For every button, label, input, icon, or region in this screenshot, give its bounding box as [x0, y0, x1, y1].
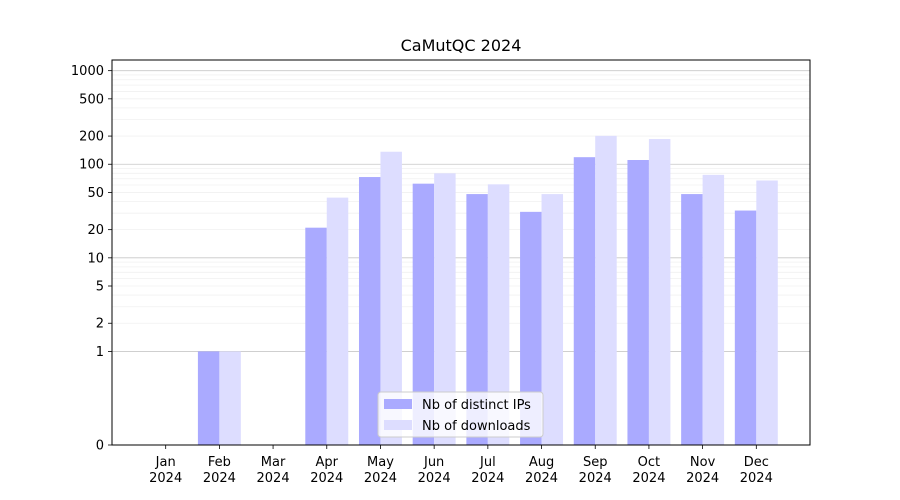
y-tick-label: 100: [79, 158, 104, 173]
bar-downloads: [219, 351, 241, 445]
y-tick-label: 10: [87, 251, 104, 266]
x-tick-label: Aug: [529, 455, 554, 470]
x-tick-label: 2024: [310, 471, 343, 486]
legend-box: [377, 391, 544, 438]
x-tick-label: 2024: [740, 471, 773, 486]
bar-ips: [681, 194, 703, 445]
y-tick-label: 1000: [71, 64, 104, 79]
bars: [197, 135, 778, 446]
bar-ips: [466, 194, 488, 445]
plot-frame: [111, 59, 811, 446]
bar-ips: [627, 160, 649, 445]
x-tick-label: 2024: [525, 471, 558, 486]
bar-ips: [197, 351, 220, 445]
y-tick-label: 1: [96, 345, 104, 360]
x-tick-label: 2024: [686, 471, 719, 486]
bar-ips: [734, 210, 757, 445]
x-tick-label: 2024: [257, 471, 290, 486]
x-tick-label: 2024: [579, 471, 612, 486]
x-tick-label: 2024: [149, 471, 182, 486]
x-tick-label: 2024: [364, 471, 397, 486]
chart-title: CaMutQC 2024: [401, 36, 522, 55]
bar-downloads: [541, 194, 564, 445]
y-tick-label: 0: [96, 439, 104, 454]
x-tick-label: Nov: [690, 455, 716, 470]
x-tick-label: Dec: [744, 455, 769, 470]
bar-downloads: [326, 197, 349, 445]
bar-downloads: [648, 139, 671, 445]
legend-label: Nb of downloads: [422, 419, 531, 434]
bar-downloads: [380, 151, 402, 445]
bar-downloads: [595, 135, 617, 446]
bar-downloads: [434, 173, 456, 445]
x-tick-label: 2024: [471, 471, 504, 486]
y-tick-label: 5: [96, 280, 104, 295]
legend: Nb of distinct IPs Nb of downloads: [377, 391, 544, 438]
x-tick-label: May: [367, 455, 394, 470]
bar-downloads: [702, 174, 725, 445]
y-tick-label: 2: [96, 317, 104, 332]
bar-ips: [358, 177, 381, 446]
x-tick-label: Mar: [261, 455, 286, 470]
x-tick-label: Jul: [479, 455, 496, 470]
x-tick-label: Jun: [423, 455, 444, 470]
bar-ips: [573, 157, 596, 445]
bar-ips: [305, 227, 327, 445]
legend-swatch: [384, 399, 412, 409]
y-tick-label: 200: [79, 130, 104, 145]
x-tick-label: 2024: [203, 471, 236, 486]
legend-swatch: [384, 420, 412, 430]
x-tick-label: Jan: [155, 455, 176, 470]
legend-label: Nb of distinct IPs: [422, 398, 531, 413]
y-tick-label: 500: [79, 92, 104, 107]
bar-ips: [520, 211, 542, 445]
x-tick-label: Feb: [208, 455, 231, 470]
bar-ips: [412, 183, 435, 445]
bar-downloads: [756, 180, 778, 446]
x-tick-label: Oct: [638, 455, 660, 470]
bar-downloads: [487, 184, 510, 445]
x-tick-label: 2024: [632, 471, 665, 486]
x-tick-label: Sep: [583, 455, 608, 470]
y-tick-label: 20: [87, 223, 104, 238]
axes: 01251020501002005001000Jan2024Feb2024Mar…: [71, 59, 811, 486]
y-tick-label: 50: [87, 186, 104, 201]
x-tick-label: 2024: [418, 471, 451, 486]
x-tick-label: Apr: [316, 455, 339, 470]
